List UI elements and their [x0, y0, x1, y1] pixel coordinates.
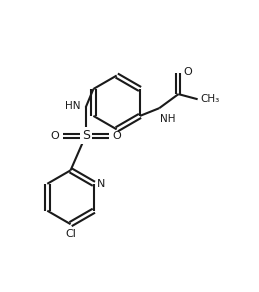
- Text: O: O: [183, 67, 192, 77]
- Text: HN: HN: [64, 101, 80, 111]
- Text: O: O: [50, 131, 59, 141]
- Text: CH₃: CH₃: [201, 94, 220, 104]
- Text: O: O: [113, 131, 121, 141]
- Text: Cl: Cl: [65, 229, 76, 239]
- Text: S: S: [82, 129, 90, 142]
- Text: NH: NH: [161, 114, 176, 124]
- Text: N: N: [97, 179, 105, 189]
